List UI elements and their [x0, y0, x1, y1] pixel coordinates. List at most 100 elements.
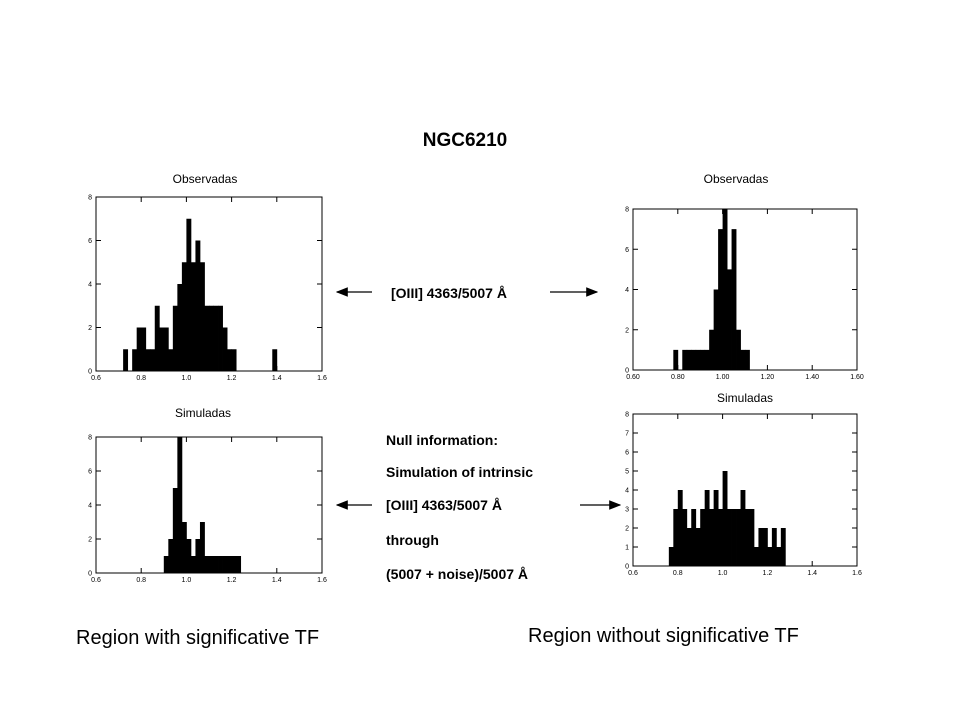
x-tick-label: 0.8: [673, 570, 683, 577]
histogram-bar: [213, 556, 219, 573]
histogram-bar: [718, 229, 723, 370]
histogram-bar: [204, 305, 210, 371]
histogram-bar: [713, 490, 719, 566]
histogram-bar: [227, 556, 232, 573]
x-tick-label: 0.6: [91, 375, 101, 382]
y-tick-label: 6: [88, 238, 92, 245]
histogram-bar: [231, 556, 237, 573]
histogram-bar: [172, 305, 178, 371]
chart-title-bottom-left: Simuladas: [174, 406, 232, 420]
y-tick-label: 0: [88, 571, 92, 578]
x-tick-label: 1.4: [272, 375, 282, 382]
histogram-bar: [700, 349, 706, 370]
histogram-bar: [749, 509, 755, 566]
histogram-bar: [700, 509, 706, 566]
histogram-bar: [740, 490, 746, 566]
histogram-bar: [272, 349, 278, 371]
histogram-bar: [145, 349, 151, 371]
histogram-bar: [767, 547, 773, 566]
y-tick-label: 0: [625, 564, 629, 571]
histogram-bar: [722, 471, 728, 566]
histogram-3: 0.6 0.8 1.0 1.2 1.4 1.6 0 1 2 3 4 5 6 7 8: [625, 412, 862, 578]
histogram-bar: [713, 289, 719, 370]
histogram-bar: [199, 262, 205, 371]
histogram-bar: [154, 305, 160, 371]
histogram-0: 0.6 0.8 1.0 1.2 1.4 1.6 0 2 4 6 8: [88, 195, 327, 383]
histogram-bar: [771, 528, 777, 566]
histogram-bar: [691, 349, 697, 370]
x-tick-label: 0.60: [626, 374, 640, 381]
x-tick-label: 1.4: [272, 577, 282, 584]
histogram-bar: [236, 556, 242, 573]
histogram-bar: [727, 269, 732, 370]
x-tick-label: 1.6: [317, 577, 327, 584]
y-tick-label: 0: [88, 369, 92, 376]
x-tick-label: 1.0: [718, 570, 728, 577]
histogram-bar: [704, 349, 710, 370]
x-tick-label: 1.00: [716, 374, 730, 381]
histogram-bar: [199, 522, 205, 573]
histogram-bar: [695, 349, 701, 370]
histogram-bar: [195, 240, 201, 371]
histogram-bar: [673, 349, 679, 370]
page-title: NGC6210: [422, 130, 508, 151]
x-tick-label: 1.6: [852, 570, 862, 577]
histogram-bar: [709, 509, 715, 566]
x-tick-label: 0.80: [671, 374, 685, 381]
histogram-bar: [727, 509, 732, 566]
histogram-bar: [172, 488, 178, 573]
null-info-line-4: (5007 + noise)/5007 Å: [386, 566, 529, 582]
histogram-bar: [181, 262, 187, 371]
histogram-bar: [682, 349, 688, 370]
y-tick-label: 4: [88, 282, 92, 289]
histogram-bar: [753, 547, 759, 566]
histogram-bar: [695, 528, 701, 566]
histogram-bar: [209, 556, 214, 573]
y-tick-label: 0: [625, 368, 629, 375]
histogram-bar: [163, 327, 169, 371]
histogram-bar: [682, 509, 688, 566]
histogram-bar: [136, 327, 142, 371]
null-info-line-2: [OIII] 4363/5007 Å: [386, 497, 502, 513]
histogram-bar: [159, 327, 165, 371]
histogram-bar: [736, 329, 741, 370]
histogram-bar: [731, 509, 737, 566]
histogram-bar: [780, 528, 786, 566]
histogram-1: 0.60 0.80 1.00 1.20 1.40 1.60 0 2 4 6 8: [625, 207, 864, 382]
y-tick-label: 4: [625, 488, 629, 495]
histogram-bar: [150, 349, 156, 371]
x-tick-label: 0.6: [628, 570, 638, 577]
histogram-bar: [704, 490, 710, 566]
histogram-bar: [673, 509, 679, 566]
x-tick-label: 0.6: [91, 577, 101, 584]
y-tick-label: 2: [88, 537, 92, 544]
histogram-bar: [195, 539, 201, 573]
histogram-bar: [231, 349, 237, 371]
histogram-bar: [209, 305, 214, 371]
plot-frame: [95, 436, 323, 574]
histogram-bar: [177, 284, 183, 371]
ratio-label: [OIII] 4363/5007 Å: [391, 285, 507, 301]
x-tick-label: 1.60: [850, 374, 864, 381]
histogram-bar: [691, 509, 697, 566]
null-info-line-1: Simulation of intrinsic: [386, 464, 534, 480]
histogram-2: 0.6 0.8 1.0 1.2 1.4 1.6 0 2 4 6 8: [88, 435, 327, 585]
y-tick-label: 2: [88, 325, 92, 332]
histogram-bar: [722, 209, 728, 370]
y-tick-label: 8: [625, 412, 629, 419]
y-tick-label: 6: [625, 450, 629, 457]
caption-right: Region without significative TF: [528, 625, 799, 647]
histogram-bar: [686, 349, 692, 370]
y-tick-label: 8: [625, 207, 629, 214]
plot-frame: [632, 208, 858, 371]
histogram-bar: [740, 349, 746, 370]
chart-title-bottom-right: Simuladas: [716, 391, 774, 405]
x-tick-label: 1.0: [182, 375, 192, 382]
histogram-bar: [163, 556, 169, 573]
histogram-bar: [686, 528, 692, 566]
histogram-bar: [186, 218, 192, 371]
histogram-bar: [758, 528, 764, 566]
x-tick-label: 1.0: [182, 577, 192, 584]
histogram-bar: [762, 528, 768, 566]
